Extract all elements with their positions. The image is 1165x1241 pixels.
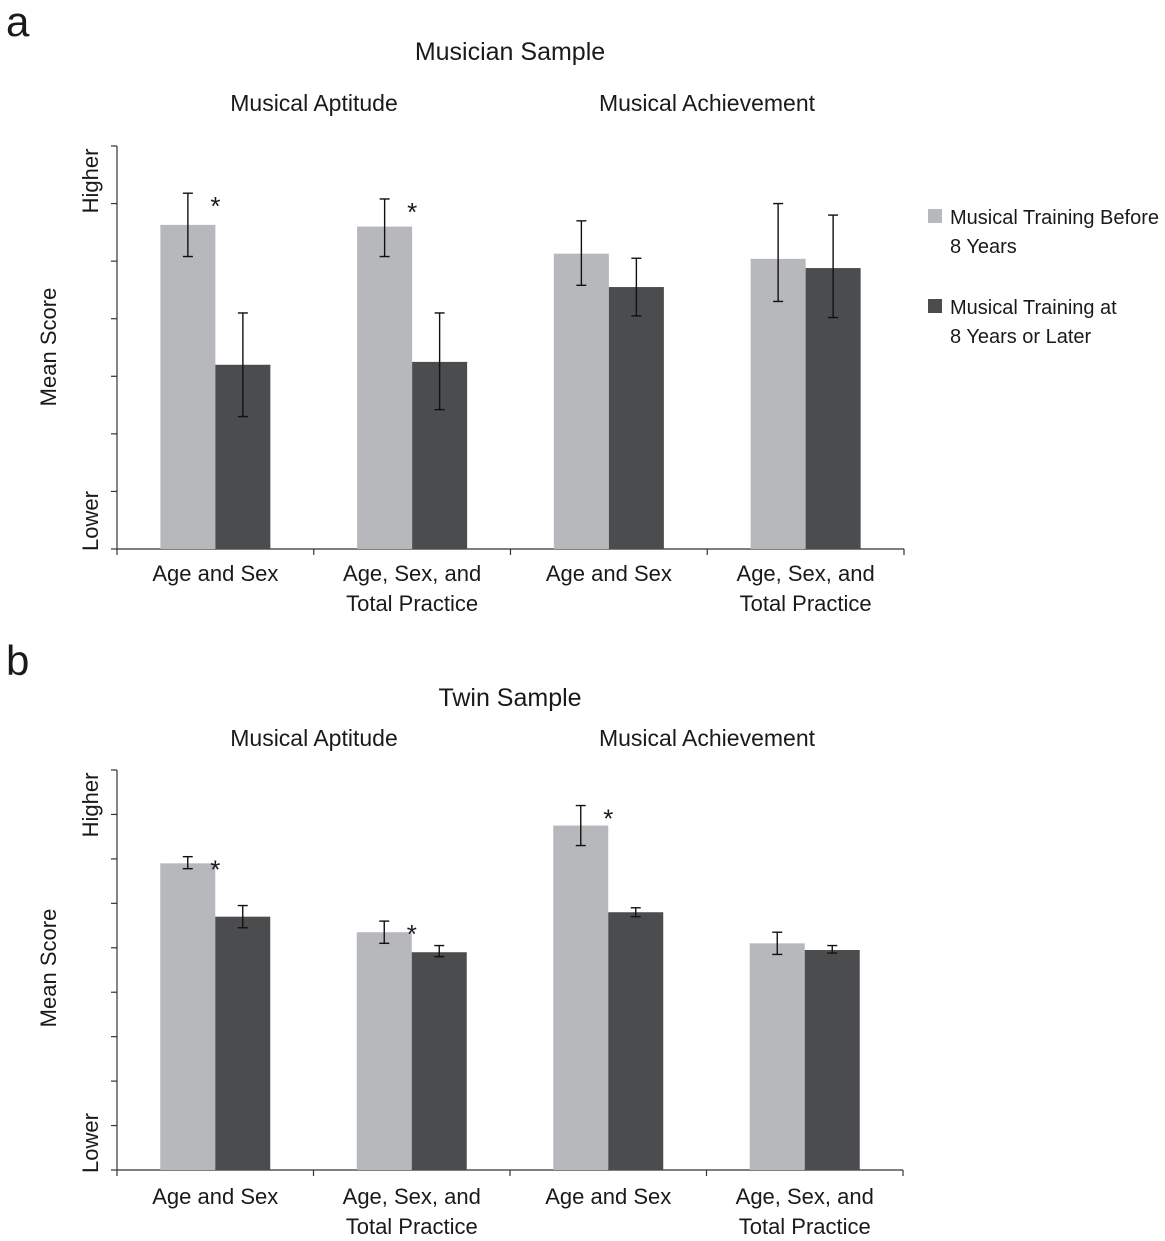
legend-label-before-8-line2: 8 Years [950,236,1017,258]
bar [804,950,860,1170]
significance-marker: * [603,804,613,834]
panel-a-group-achievement: Musical Achievement [599,90,816,116]
significance-marker: * [210,191,220,221]
panel-a-y-tick-lower: Lower [78,491,103,551]
panel-b-group-aptitude: Musical Aptitude [230,725,397,751]
panel-b-y-tick-lower: Lower [78,1113,103,1173]
panel-b-group-achievement: Musical Achievement [599,725,816,751]
x-tick-label: Total Practice [740,591,872,616]
x-tick-label: Age, Sex, and [343,561,481,586]
bar [553,825,609,1170]
legend: Musical Training Before 8 Years Musical … [928,207,1159,348]
bar [160,224,216,549]
significance-marker: * [407,197,417,227]
panel-b-y-axis-label: Mean Score [36,909,61,1028]
panel-a-y-tick-higher: Higher [78,149,103,214]
bar [608,912,664,1170]
significance-marker: * [407,919,417,949]
x-tick-label: Total Practice [346,591,478,616]
bar [750,258,806,549]
panel-a-letter: a [6,0,30,45]
legend-label-after-8-line2: 8 Years or Later [950,326,1092,348]
bar [215,916,271,1170]
x-tick-label: Total Practice [346,1214,478,1239]
panel-b-title: Twin Sample [438,684,581,712]
panel-a-y-axis-label: Mean Score [36,288,61,407]
legend-label-after-8-line1: Musical Training at [950,297,1117,319]
legend-swatch-before-8 [928,209,942,223]
panel-a: a Musician Sample Musical Aptitude Music… [6,0,905,616]
panel-b: b Twin Sample Musical Aptitude Musical A… [6,637,904,1239]
legend-label-before-8-line1: Musical Training Before [950,207,1159,229]
bar [608,287,664,549]
x-tick-label: Age, Sex, and [736,1184,874,1209]
x-tick-label: Age, Sex, and [343,1184,481,1209]
panel-a-title: Musician Sample [415,38,605,66]
panel-b-letter: b [6,637,29,684]
bar [749,943,805,1170]
significance-marker: * [210,855,220,885]
x-tick-label: Age and Sex [152,1184,278,1209]
x-tick-label: Age and Sex [152,561,278,586]
bar [357,226,413,549]
panel-b-y-tick-higher: Higher [78,773,103,838]
x-tick-label: Age, Sex, and [737,561,875,586]
x-tick-label: Total Practice [739,1214,871,1239]
bar [411,952,467,1170]
x-tick-label: Age and Sex [545,1184,671,1209]
panel-a-group-aptitude: Musical Aptitude [230,90,397,116]
panel-a-plot: Age and Sex * Age, Sex, and Total Practice *… [111,145,905,616]
legend-swatch-after-8 [928,299,942,313]
bar [356,932,412,1170]
x-tick-label: Age and Sex [546,561,672,586]
panel-b-plot: Age and Sex * Age, Sex, and Total Practice *… [111,769,904,1239]
bar [553,253,609,549]
bar [160,863,216,1170]
